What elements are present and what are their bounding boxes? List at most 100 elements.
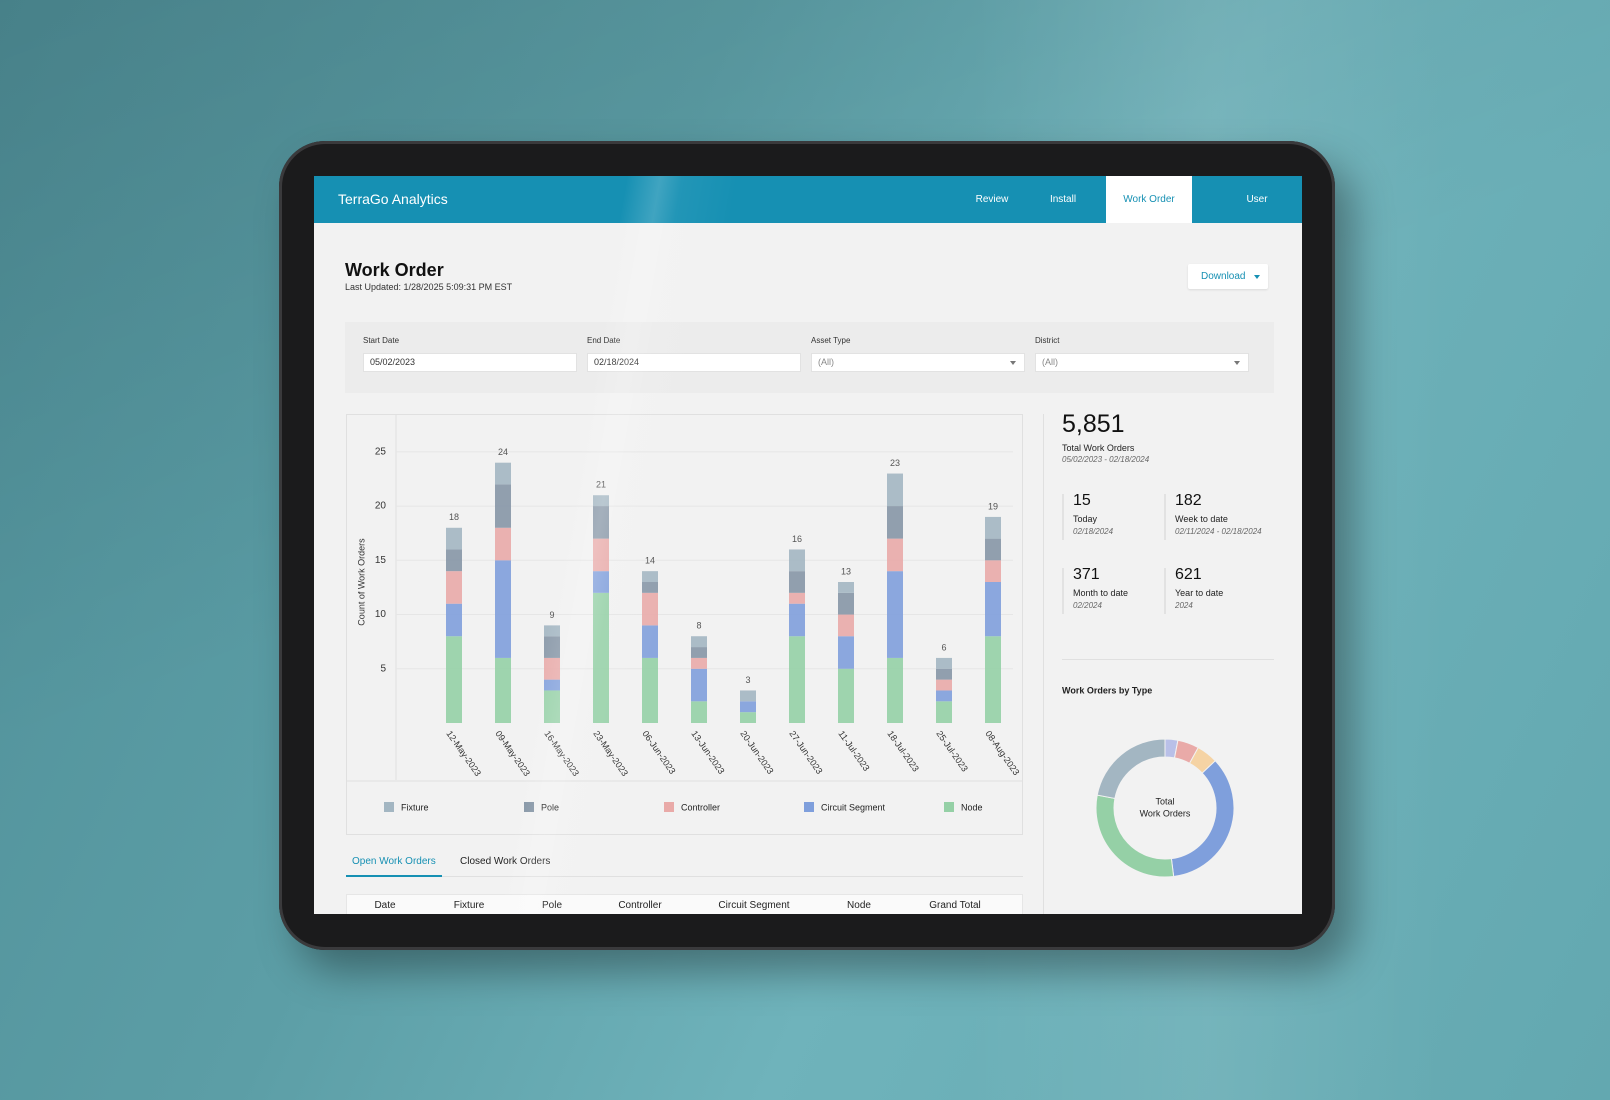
filter-label: Start Date [363, 336, 400, 345]
filter-panel: Start Date 05/02/2023 End Date 02/18/2024 As… [345, 322, 1274, 393]
y-tick-label: 25 [375, 446, 387, 457]
bar-segment [593, 506, 609, 539]
donut-center-label: Total [1155, 796, 1174, 806]
y-tick-label: 15 [375, 555, 387, 566]
kpi-period: 2024 [1175, 601, 1193, 610]
total-label: 16 [792, 534, 802, 544]
bar-segment [691, 636, 707, 648]
kpi-label: Year to date [1175, 588, 1224, 598]
bar-segment [838, 592, 854, 615]
legend-swatch [804, 802, 814, 812]
donut-segment [1170, 760, 1235, 878]
kpi-value: 621 [1175, 566, 1202, 583]
bar-segment [838, 582, 854, 593]
chart-panel [346, 414, 1023, 835]
kpi-period: 02/11/2024 - 02/18/2024 [1175, 527, 1262, 536]
kpi-value: 15 [1073, 492, 1091, 509]
brand[interactable]: TerraGo Analytics [338, 191, 448, 207]
legend-label: Fixture [401, 802, 429, 812]
bar-segment [789, 636, 805, 723]
filter-value[interactable]: 05/02/2023 [370, 357, 416, 367]
y-tick-label: 5 [380, 663, 386, 674]
tabs: Open Work Orders Closed Work Orders [346, 850, 1023, 877]
bar-segment [544, 625, 560, 637]
bar-segment [838, 668, 854, 723]
total-label: 21 [596, 480, 606, 490]
filter-value[interactable]: 02/18/2024 [594, 357, 640, 367]
kpi-total-label: Total Work Orders [1062, 443, 1135, 453]
bar-segment [936, 701, 952, 723]
bar-segment [495, 560, 511, 658]
x-tick-label: 12-May-2023 [444, 729, 483, 778]
nav-item[interactable]: Install [1049, 194, 1077, 205]
x-tick-label: 09-May-2023 [493, 729, 532, 778]
filter-input[interactable]: (All) [811, 353, 1025, 372]
kpi-period: 02/2024 [1073, 601, 1102, 610]
legend-swatch [524, 802, 534, 812]
bar-segment [789, 549, 805, 572]
y-tick-label: 10 [375, 609, 387, 620]
kpi-value: 182 [1175, 492, 1202, 509]
total-label: 6 [941, 642, 946, 652]
bar-segment [936, 690, 952, 702]
bar-segment [691, 657, 707, 669]
bar-segment [544, 657, 560, 680]
bar-segment [593, 495, 609, 507]
bar-segment [544, 690, 560, 723]
x-tick-label: 20-Jun-2023 [738, 729, 775, 776]
tab[interactable]: Closed Work Orders [460, 856, 551, 867]
bar-segment [593, 571, 609, 593]
donut-chart: Work Orders by Type Total Work Orders [1062, 685, 1235, 878]
donut-center-label: Work Orders [1140, 808, 1191, 818]
download-button[interactable]: Download [1188, 264, 1268, 289]
nav-item[interactable]: Work Order [1106, 176, 1192, 223]
bar-segment [691, 647, 707, 658]
kpi-total-period: 05/02/2023 - 02/18/2024 [1062, 455, 1150, 464]
bar-segment [446, 636, 462, 723]
filter-input[interactable]: 05/02/2023 [363, 353, 577, 372]
filter-value[interactable]: (All) [1042, 357, 1058, 367]
y-axis-label: Count of Work Orders [356, 538, 366, 626]
filter-value[interactable]: (All) [818, 357, 834, 367]
bar-segment [495, 462, 511, 485]
x-tick-label: 13-Jun-2023 [689, 729, 726, 776]
filter-label: End Date [587, 336, 621, 345]
filter-input[interactable]: (All) [1035, 353, 1249, 372]
screen: TerraGo Analytics Review Install Work Orde… [314, 176, 1302, 914]
page-title: Work Order [345, 260, 444, 280]
total-label: 14 [645, 556, 655, 566]
nav-item[interactable]: Review [975, 194, 1009, 205]
bar-segment [789, 571, 805, 593]
bar-segment [642, 625, 658, 658]
bar-segment [446, 571, 462, 604]
bar-segment [985, 636, 1001, 723]
total-label: 24 [498, 447, 508, 457]
total-label: 23 [890, 458, 900, 468]
kpi-period: 02/18/2024 [1073, 527, 1114, 536]
bar-segment [446, 603, 462, 637]
bar-segment [838, 614, 854, 637]
total-label: 13 [841, 566, 851, 576]
bar-segment [936, 679, 952, 691]
x-tick-label: 27-Jun-2023 [787, 729, 824, 776]
download-caret [1254, 275, 1260, 279]
dropdown-caret [1234, 361, 1240, 365]
column-header: Date [374, 900, 396, 911]
bar-chart: 5 10 15 20 25 Count of Work Orders 18 12-May-20… [346, 414, 1023, 812]
filter-input[interactable]: 02/18/2024 [587, 353, 801, 372]
donut-segment [1095, 794, 1175, 878]
kpi-label: Month to date [1073, 588, 1129, 598]
tab[interactable]: Open Work Orders [346, 850, 442, 877]
divider [1043, 414, 1044, 914]
bar-segment [936, 668, 952, 680]
bar-segment [985, 538, 1001, 561]
kpi-bar [1164, 494, 1166, 540]
download-label[interactable]: Download [1201, 271, 1246, 282]
nav-item[interactable]: User [1246, 194, 1268, 205]
bar-segment [593, 538, 609, 572]
bar-segment [495, 527, 511, 561]
filter-label: Asset Type [811, 336, 851, 345]
bar-segment [691, 668, 707, 702]
bar-segment [985, 582, 1001, 637]
dropdown-caret [1010, 361, 1016, 365]
